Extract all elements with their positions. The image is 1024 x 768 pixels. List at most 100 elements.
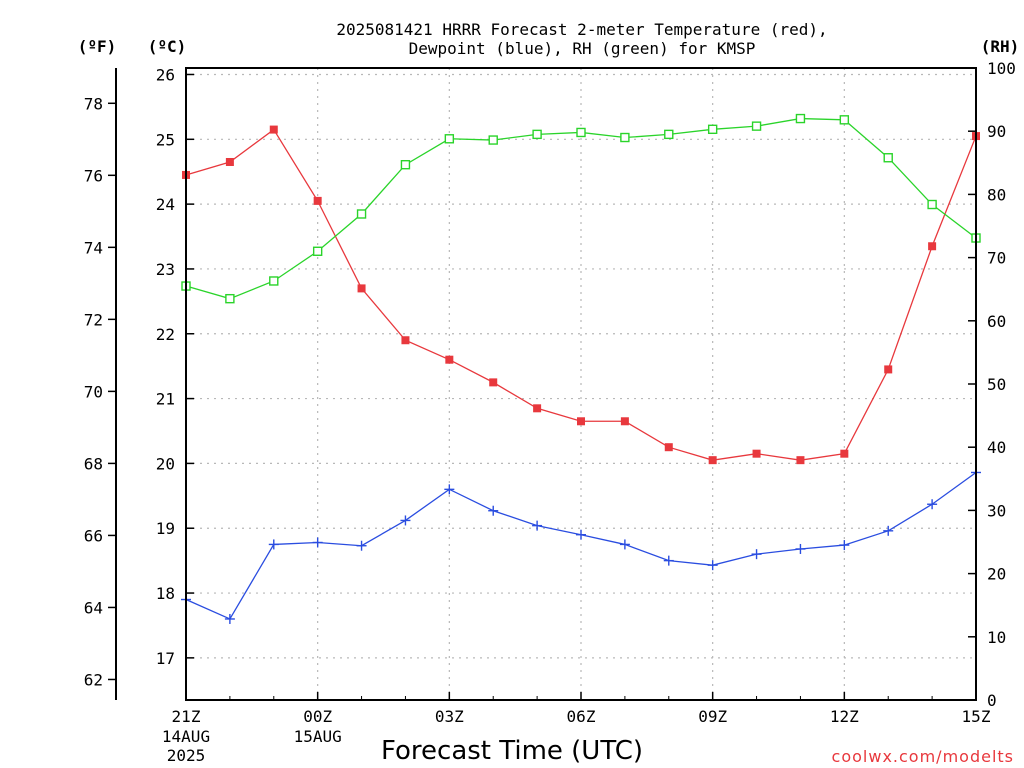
rh-point xyxy=(883,153,893,163)
dewpoint-point xyxy=(356,540,367,551)
rh-tick-label: 80 xyxy=(987,185,1006,204)
temperature-point xyxy=(796,456,805,465)
rh-point xyxy=(225,293,235,304)
grid-lines xyxy=(186,68,976,700)
celsius-tick-label: 26 xyxy=(156,65,175,84)
x-axis-title: Forecast Time (UTC) xyxy=(381,736,643,766)
rh-point xyxy=(488,135,498,145)
rh-tick-label: 60 xyxy=(987,312,1006,331)
rh-point xyxy=(795,113,806,124)
rh-point xyxy=(532,129,542,140)
dewpoint-point xyxy=(927,499,938,510)
celsius-unit-label: (ºC) xyxy=(148,37,187,56)
celsius-tick-label: 19 xyxy=(156,519,175,538)
time-tick-sublabel: 15AUG xyxy=(294,727,342,746)
celsius-tick-label: 25 xyxy=(156,130,175,149)
rh-tick-label: 20 xyxy=(987,565,1006,584)
series-layer xyxy=(181,113,981,624)
dewpoint-point xyxy=(883,525,894,536)
fahrenheit-tick-label: 78 xyxy=(84,94,103,113)
temperature-point xyxy=(357,284,366,293)
rh-tick-label: 10 xyxy=(987,628,1006,647)
fahrenheit-tick-label: 76 xyxy=(84,166,103,185)
rh-point xyxy=(839,115,850,125)
rh-unit-label: (RH) xyxy=(981,37,1020,56)
dewpoint-point xyxy=(663,555,674,566)
temperature-point xyxy=(489,378,498,387)
dewpoint-point xyxy=(400,515,411,526)
time-tick-label: 21Z xyxy=(172,707,201,726)
fahrenheit-tick-label: 64 xyxy=(84,598,103,617)
celsius-tick-label: 18 xyxy=(156,584,175,603)
rh-point xyxy=(444,134,455,144)
temperature-point xyxy=(708,456,717,465)
rh-point xyxy=(620,132,630,143)
chart-title-line-2: Dewpoint (blue), RH (green) for KMSP xyxy=(409,39,756,58)
axis-layer: 1718192021222324252662646668707274767801… xyxy=(84,59,1016,765)
temperature-point xyxy=(225,157,234,166)
rh-point xyxy=(400,159,411,170)
temperature-point xyxy=(840,449,849,458)
temperature-point xyxy=(533,404,542,413)
rh-tick-label: 100 xyxy=(987,59,1016,78)
rh-tick-label: 90 xyxy=(987,122,1006,141)
fahrenheit-tick-label: 68 xyxy=(84,454,103,473)
rh-point xyxy=(356,209,367,219)
fahrenheit-tick-label: 66 xyxy=(84,526,103,545)
rh-point xyxy=(927,199,937,210)
rh-tick-label: 30 xyxy=(987,501,1006,520)
fahrenheit-tick-label: 70 xyxy=(84,382,103,401)
temperature-point xyxy=(664,443,673,452)
time-tick-label: 15Z xyxy=(962,707,991,726)
celsius-tick-label: 20 xyxy=(156,454,175,473)
rh-tick-label: 50 xyxy=(987,375,1006,394)
rh-tick-label: 0 xyxy=(987,691,997,710)
temperature-point xyxy=(313,196,322,205)
rh-tick-label: 40 xyxy=(987,438,1006,457)
fahrenheit-unit-label: (ºF) xyxy=(78,37,117,56)
temperature-point xyxy=(269,125,278,134)
time-tick-label: 12Z xyxy=(830,707,859,726)
celsius-tick-label: 24 xyxy=(156,195,175,214)
temperature-point xyxy=(752,449,761,458)
rh-point xyxy=(664,129,674,140)
celsius-tick-label: 22 xyxy=(156,325,175,344)
temperature-point xyxy=(401,336,410,345)
time-tick-label: 03Z xyxy=(435,707,464,726)
temperature-point xyxy=(928,242,937,251)
source-credit: coolwx.com/modelts xyxy=(832,747,1014,766)
fahrenheit-tick-label: 72 xyxy=(84,310,103,329)
dewpoint-point xyxy=(444,484,455,495)
dewpoint-point xyxy=(576,529,586,540)
dewpoint-point xyxy=(619,539,630,550)
dewpoint-point xyxy=(795,543,806,554)
rh-point xyxy=(707,124,718,135)
time-tick-sublabel: 2025 xyxy=(167,746,206,765)
celsius-tick-label: 17 xyxy=(156,649,175,668)
temperature-point xyxy=(445,355,454,364)
celsius-tick-label: 21 xyxy=(156,390,175,409)
temperature-point xyxy=(620,417,629,426)
temperature-point xyxy=(884,365,893,374)
dewpoint-point xyxy=(532,520,543,531)
series-line xyxy=(185,128,977,461)
fahrenheit-tick-label: 74 xyxy=(84,238,103,257)
rh-point xyxy=(751,121,762,131)
time-tick-label: 09Z xyxy=(698,707,727,726)
fahrenheit-tick-label: 62 xyxy=(84,670,103,689)
chart-title-line-1: 2025081421 HRRR Forecast 2-meter Tempera… xyxy=(336,20,827,39)
dewpoint-point xyxy=(751,549,762,560)
dewpoint-point xyxy=(224,613,235,624)
dewpoint-point xyxy=(268,539,279,550)
dewpoint-point xyxy=(312,537,323,548)
celsius-tick-label: 23 xyxy=(156,260,175,279)
rh-tick-label: 70 xyxy=(987,249,1006,268)
dewpoint-point xyxy=(488,505,499,516)
dewpoint-point xyxy=(707,560,718,571)
rh-point xyxy=(312,246,323,256)
time-tick-label: 00Z xyxy=(303,707,332,726)
temperature-point xyxy=(577,417,585,426)
rh-point xyxy=(269,276,279,286)
time-tick-sublabel: 14AUG xyxy=(162,727,210,746)
